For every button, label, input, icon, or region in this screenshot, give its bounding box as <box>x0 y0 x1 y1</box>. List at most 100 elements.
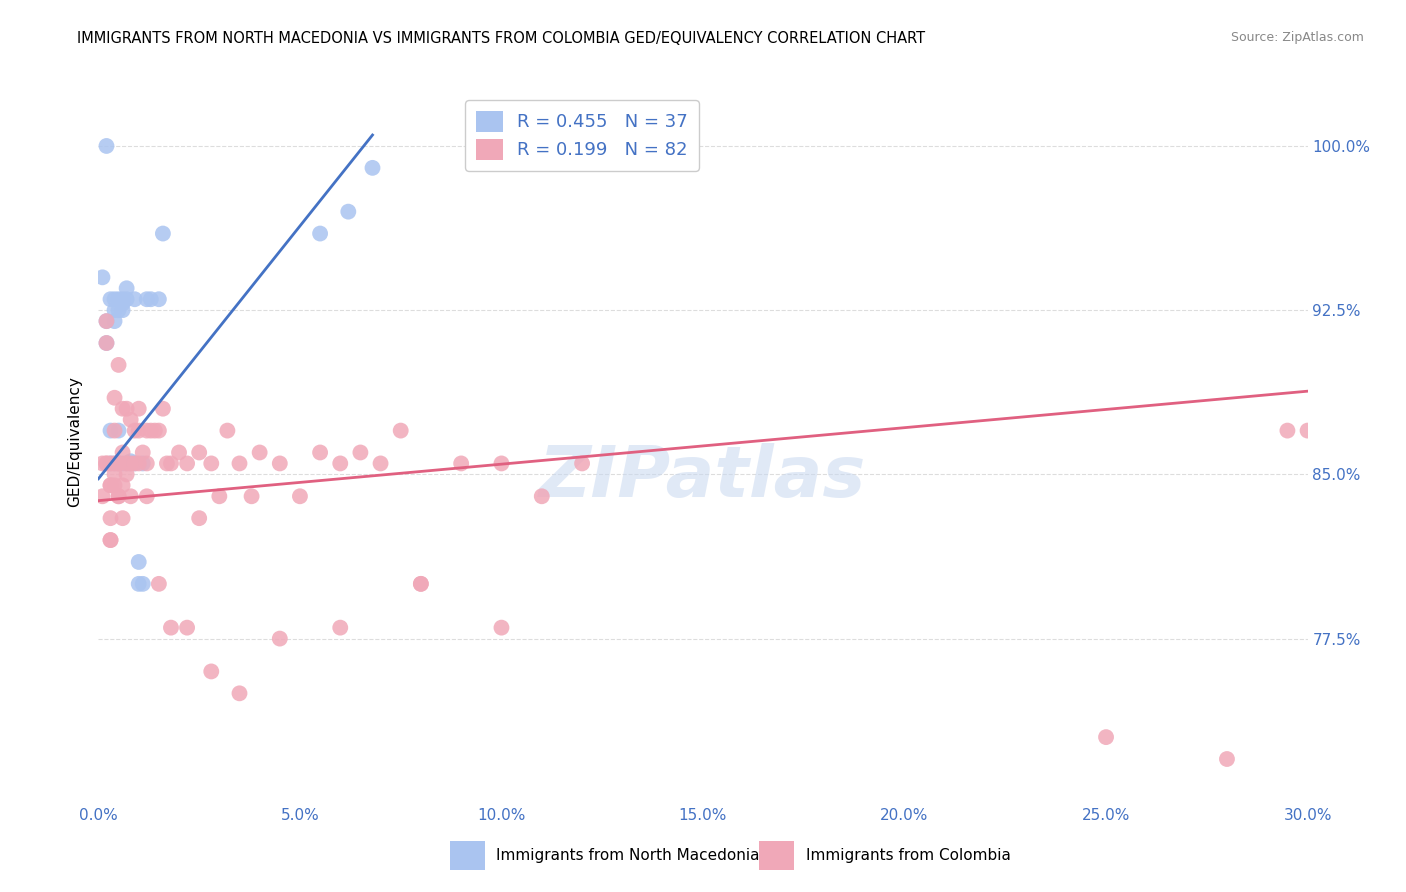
Point <box>152 227 174 241</box>
Point <box>128 577 150 591</box>
Point <box>128 424 150 438</box>
Text: Immigrants from North Macedonia: Immigrants from North Macedonia <box>496 848 759 863</box>
Point <box>160 621 183 635</box>
Point <box>491 621 513 635</box>
Point <box>139 292 162 306</box>
Point <box>120 412 142 426</box>
Point <box>115 401 138 416</box>
Point <box>96 457 118 471</box>
Point <box>111 292 134 306</box>
Point <box>132 577 155 591</box>
Point <box>107 489 129 503</box>
Point <box>128 555 150 569</box>
Point <box>91 489 114 503</box>
Point <box>337 204 360 219</box>
Point <box>107 358 129 372</box>
Point <box>208 489 231 503</box>
Point <box>1277 424 1299 438</box>
Y-axis label: GED/Equivalency: GED/Equivalency <box>67 376 83 507</box>
Point <box>124 457 146 471</box>
Point <box>288 489 311 503</box>
Point <box>111 478 134 492</box>
Point <box>91 270 114 285</box>
Point <box>103 467 125 482</box>
Point <box>124 457 146 471</box>
Point <box>96 314 118 328</box>
Point <box>103 314 125 328</box>
Point <box>188 511 211 525</box>
Point <box>217 424 239 438</box>
Point <box>100 457 122 471</box>
Point <box>91 457 114 471</box>
Point <box>100 511 122 525</box>
Point <box>120 457 142 471</box>
Point <box>135 424 157 438</box>
Point <box>188 445 211 459</box>
Text: Immigrants from Colombia: Immigrants from Colombia <box>806 848 1011 863</box>
Point <box>124 424 146 438</box>
Point <box>309 227 332 241</box>
Point <box>120 489 142 503</box>
Point <box>96 336 118 351</box>
Point <box>96 314 118 328</box>
Point <box>100 478 122 492</box>
Point <box>361 161 384 175</box>
Point <box>409 577 432 591</box>
Text: ZIPatlas: ZIPatlas <box>540 443 866 512</box>
Legend: R = 0.455   N = 37, R = 0.199   N = 82: R = 0.455 N = 37, R = 0.199 N = 82 <box>465 100 699 170</box>
Point <box>148 292 170 306</box>
Point <box>115 292 138 306</box>
Point <box>111 303 134 318</box>
Point <box>107 457 129 471</box>
Point <box>269 632 291 646</box>
Point <box>107 489 129 503</box>
Point <box>115 457 138 471</box>
Point <box>103 457 125 471</box>
Point <box>249 445 271 459</box>
Point <box>156 457 179 471</box>
Point <box>329 621 352 635</box>
Point <box>100 292 122 306</box>
Point <box>120 454 142 468</box>
Point <box>240 489 263 503</box>
Point <box>409 577 432 591</box>
Point <box>530 489 553 503</box>
Point <box>103 303 125 318</box>
Point <box>103 292 125 306</box>
Point <box>100 457 122 471</box>
Point <box>120 457 142 471</box>
Point <box>135 489 157 503</box>
Point <box>100 478 122 492</box>
Point <box>115 457 138 471</box>
Point <box>100 533 122 547</box>
Point <box>107 303 129 318</box>
Point <box>309 445 332 459</box>
Point <box>107 457 129 471</box>
Point <box>111 457 134 471</box>
Point <box>167 445 190 459</box>
Point <box>111 401 134 416</box>
Point <box>176 457 198 471</box>
Point <box>132 445 155 459</box>
Point <box>135 292 157 306</box>
Point <box>200 665 222 679</box>
Point <box>370 457 392 471</box>
Point <box>124 292 146 306</box>
Point <box>139 424 162 438</box>
Point <box>100 424 122 438</box>
Point <box>103 457 125 471</box>
Point <box>96 336 118 351</box>
Point <box>96 139 118 153</box>
Point <box>103 424 125 438</box>
Point <box>115 281 138 295</box>
Point <box>111 511 134 525</box>
Point <box>1095 730 1118 744</box>
Point <box>1296 424 1319 438</box>
Point <box>571 457 593 471</box>
Point <box>103 391 125 405</box>
Point <box>107 424 129 438</box>
Point <box>349 445 371 459</box>
Point <box>135 457 157 471</box>
Point <box>491 457 513 471</box>
Point <box>103 478 125 492</box>
